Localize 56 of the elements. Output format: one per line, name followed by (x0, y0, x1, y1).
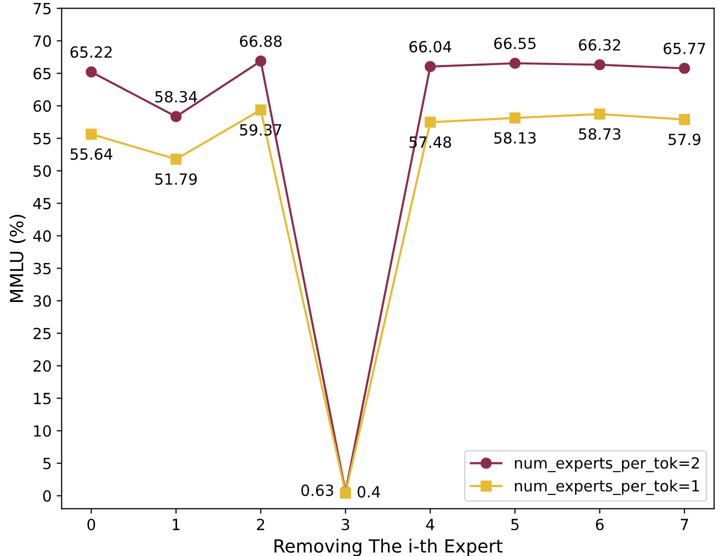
data-label: 66.88 (240, 35, 282, 48)
point (678, 62, 690, 74)
x-tick-label: 7 (680, 518, 688, 530)
data-label: 65.77 (664, 42, 706, 54)
y-tick-label: 45 (33, 198, 51, 210)
x-tick-label: 0 (87, 518, 96, 530)
data-label: 58.13 (494, 132, 536, 144)
data-label: 66.04 (409, 40, 452, 52)
data-label: 66.55 (494, 38, 536, 50)
y-tick-label: 0 (43, 490, 51, 502)
x-tick-label: 5 (511, 518, 519, 530)
point (255, 56, 266, 67)
point (424, 61, 436, 72)
point (170, 154, 182, 165)
y-tick-label: 50 (34, 165, 51, 177)
point (424, 116, 436, 128)
point (86, 66, 97, 78)
y-tick-label: 20 (34, 360, 51, 372)
y-tick-label: 10 (34, 425, 51, 437)
y-tick-label: 35 (34, 262, 51, 274)
point (509, 112, 521, 124)
y-tick-label: 75 (34, 3, 51, 14)
point (86, 128, 97, 140)
point (594, 59, 606, 70)
y-tick-label: 40 (33, 230, 51, 242)
x-tick-label: 3 (342, 518, 350, 530)
data-label: 0.4 (358, 486, 380, 498)
y-tick-label: 5 (43, 458, 51, 470)
y-axis-title: MMLU (%) (9, 214, 26, 302)
x-tick-label: 1 (172, 518, 180, 530)
data-label: 57.9 (668, 134, 700, 146)
data-label: 58.73 (579, 128, 620, 140)
point (170, 111, 182, 122)
legend-label: num_experts_per_tok=1 (515, 480, 699, 495)
y-tick-label: 65 (34, 68, 51, 80)
point (594, 108, 606, 120)
data-label: 66.32 (578, 39, 620, 51)
y-tick-label: 55 (34, 132, 51, 144)
y-tick-label: 60 (34, 100, 51, 112)
x-axis-title: Removing The i-th Expert (274, 538, 502, 556)
point (509, 58, 521, 69)
data-label: 55.64 (70, 148, 112, 160)
y-tick-label: 70 (34, 35, 51, 47)
x-tick-label: 4 (426, 518, 434, 530)
data-label: 65.22 (70, 46, 112, 58)
x-tick-label: 2 (257, 518, 264, 530)
y-tick-label: 30 (34, 295, 51, 307)
data-label: 0.63 (301, 484, 334, 496)
legend-label: num_experts_per_tok=2 (515, 456, 699, 472)
y-tick-label: 25 (34, 328, 51, 340)
x-tick-label: 6 (596, 518, 604, 530)
data-label: 51.79 (155, 173, 197, 185)
y-tick-label: 15 (34, 392, 51, 404)
data-label: 58.34 (155, 90, 198, 103)
point (678, 114, 690, 126)
point (255, 104, 266, 116)
